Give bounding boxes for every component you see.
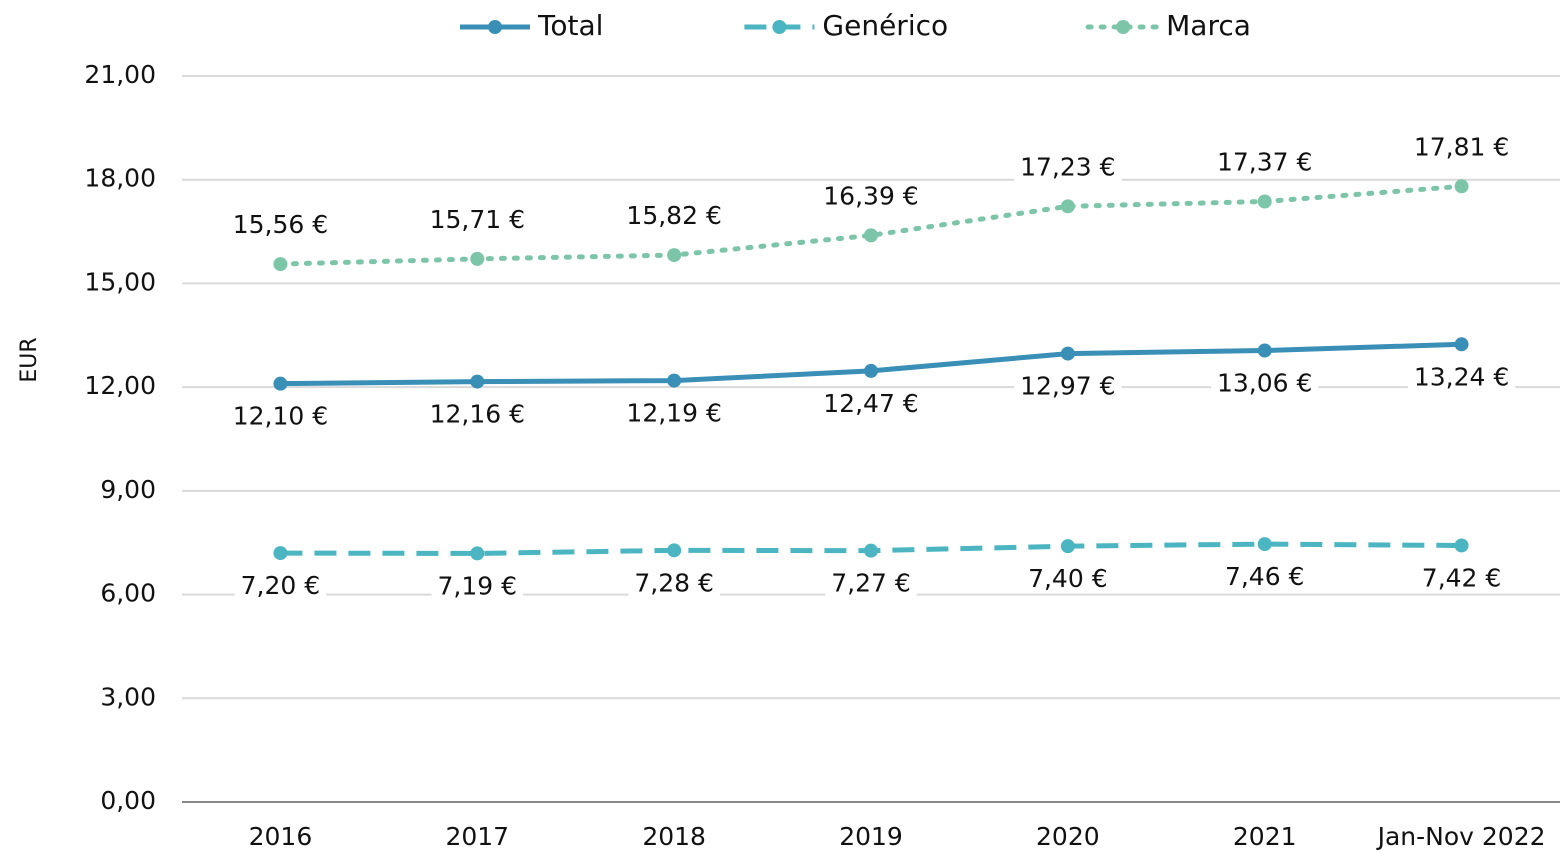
data-label: 15,82 € bbox=[626, 201, 721, 230]
data-label: 12,97 € bbox=[1020, 372, 1115, 401]
data-label: 7,27 € bbox=[831, 569, 911, 598]
data-label: 12,16 € bbox=[430, 400, 525, 429]
lines bbox=[273, 179, 1469, 561]
marker bbox=[470, 251, 485, 266]
label-bg bbox=[1210, 368, 1319, 398]
data-label: 12,10 € bbox=[233, 402, 328, 431]
x-tick-label: 2016 bbox=[249, 822, 313, 851]
data-label: 13,24 € bbox=[1414, 362, 1509, 391]
x-tick-label: 2018 bbox=[642, 822, 706, 851]
data-label: 7,40 € bbox=[1028, 564, 1108, 593]
label-bg bbox=[817, 388, 925, 418]
marker bbox=[1060, 199, 1075, 214]
data-label: 17,23 € bbox=[1020, 152, 1115, 181]
y-tick-label: 15,00 bbox=[84, 267, 156, 296]
x-tick-label: 2020 bbox=[1036, 822, 1100, 851]
legend-label: Total bbox=[537, 9, 603, 42]
label-bg bbox=[234, 571, 327, 601]
y-tick-label: 0,00 bbox=[100, 786, 156, 815]
marker bbox=[667, 543, 682, 558]
label-bg bbox=[226, 401, 335, 431]
marker bbox=[470, 374, 485, 389]
marker bbox=[1257, 343, 1272, 358]
data-label: 7,42 € bbox=[1422, 563, 1502, 592]
marker bbox=[864, 543, 878, 558]
marker bbox=[864, 363, 878, 378]
marker bbox=[470, 546, 485, 561]
x-tick-label: Jan-Nov 2022 bbox=[1376, 822, 1546, 851]
label-bg bbox=[825, 568, 917, 598]
marker bbox=[667, 248, 682, 263]
data-label: 7,46 € bbox=[1225, 562, 1305, 591]
marker bbox=[1060, 539, 1075, 554]
label-bg bbox=[1407, 132, 1516, 162]
y-tick-label: 21,00 bbox=[84, 60, 156, 89]
y-tick-label: 3,00 bbox=[100, 682, 156, 711]
label-bg bbox=[620, 398, 728, 428]
x-tick-label: 2017 bbox=[445, 822, 509, 851]
marker bbox=[1454, 179, 1469, 194]
data-label: 16,39 € bbox=[823, 181, 918, 210]
y-axis-label: EUR bbox=[17, 337, 42, 382]
y-tick-label: 12,00 bbox=[84, 371, 156, 400]
marker bbox=[273, 376, 288, 391]
data-label: 15,71 € bbox=[430, 205, 525, 234]
x-tick-label: 2019 bbox=[839, 822, 903, 851]
legend-label: Marca bbox=[1166, 9, 1251, 42]
data-label: 7,19 € bbox=[438, 571, 518, 600]
label-bg bbox=[226, 210, 335, 240]
marker bbox=[1060, 346, 1075, 361]
label-bg bbox=[423, 399, 532, 429]
marker bbox=[1257, 537, 1272, 552]
data-label: 12,47 € bbox=[823, 389, 918, 418]
marker bbox=[1454, 337, 1469, 352]
data-label: 13,06 € bbox=[1217, 368, 1312, 397]
label-bg bbox=[423, 204, 532, 234]
legend-marker bbox=[1116, 20, 1131, 34]
label-bg bbox=[1014, 152, 1122, 182]
data-label: 12,19 € bbox=[626, 399, 721, 428]
label-bg bbox=[1014, 371, 1122, 401]
label-bg bbox=[628, 568, 720, 598]
label-bg bbox=[1210, 147, 1319, 177]
marker bbox=[667, 373, 682, 388]
labels: 12,10 € 12,16 € 12,19 € 12,47 € 12,97 € 13,06… bbox=[226, 132, 1516, 601]
label-bg bbox=[817, 181, 925, 211]
marker bbox=[1454, 538, 1469, 553]
data-label: 7,28 € bbox=[634, 568, 714, 597]
label-bg bbox=[1407, 362, 1516, 392]
label-bg bbox=[620, 201, 728, 231]
legend-marker bbox=[488, 20, 502, 34]
label-bg bbox=[1218, 562, 1311, 592]
legend: Total Genérico Marca bbox=[460, 9, 1251, 42]
label-bg bbox=[1415, 563, 1508, 593]
data-label: 15,56 € bbox=[233, 210, 328, 239]
data-label: 7,20 € bbox=[241, 571, 321, 600]
y-tick-label: 18,00 bbox=[84, 164, 156, 193]
marker bbox=[864, 228, 878, 243]
label-bg bbox=[1022, 564, 1114, 594]
y-tick-label: 6,00 bbox=[100, 579, 156, 608]
data-label: 17,37 € bbox=[1217, 147, 1312, 176]
marker bbox=[273, 546, 288, 561]
marker bbox=[273, 257, 288, 272]
legend-label: Genérico bbox=[822, 9, 948, 42]
x-tick-label: 2021 bbox=[1233, 822, 1297, 851]
label-bg bbox=[431, 571, 524, 601]
legend-marker bbox=[772, 20, 787, 34]
marker bbox=[1257, 194, 1272, 209]
y-tick-label: 9,00 bbox=[100, 475, 156, 504]
data-label: 17,81 € bbox=[1414, 132, 1509, 161]
